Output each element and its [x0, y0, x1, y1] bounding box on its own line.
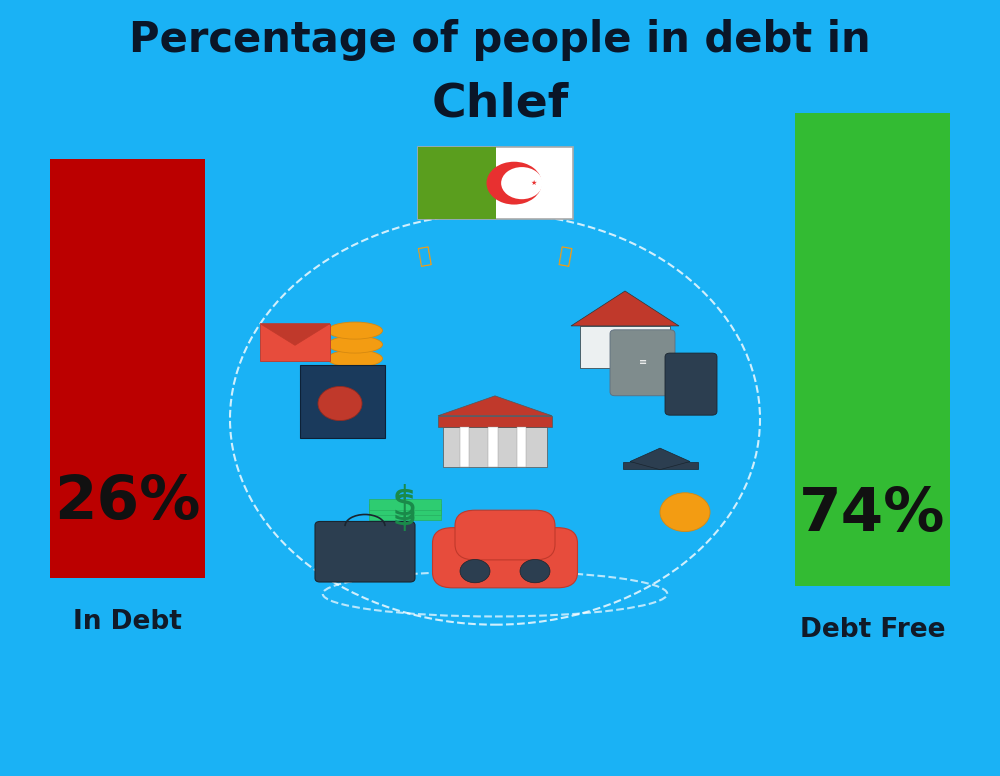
FancyBboxPatch shape [300, 365, 385, 438]
Ellipse shape [328, 322, 382, 339]
Ellipse shape [328, 350, 382, 367]
Polygon shape [630, 449, 690, 469]
FancyBboxPatch shape [369, 499, 441, 510]
Text: In Debt: In Debt [73, 609, 182, 636]
Text: ≡: ≡ [639, 358, 647, 367]
Bar [517, 427, 526, 467]
Ellipse shape [328, 336, 382, 353]
Text: 〜: 〜 [557, 245, 573, 267]
FancyBboxPatch shape [455, 511, 555, 560]
Polygon shape [438, 396, 552, 416]
Text: Debt Free: Debt Free [800, 617, 945, 643]
FancyBboxPatch shape [369, 504, 441, 515]
Wedge shape [486, 161, 542, 205]
Bar [443, 427, 547, 467]
Text: Chlef: Chlef [431, 81, 569, 126]
Text: 26%: 26% [54, 473, 201, 532]
Circle shape [520, 559, 550, 583]
FancyBboxPatch shape [315, 521, 415, 582]
Bar [488, 427, 498, 467]
Bar [460, 427, 469, 467]
Circle shape [460, 559, 490, 583]
Circle shape [660, 493, 710, 532]
Polygon shape [571, 291, 679, 326]
Ellipse shape [328, 364, 382, 381]
FancyBboxPatch shape [418, 147, 573, 219]
Bar [795, 113, 950, 586]
FancyBboxPatch shape [260, 324, 330, 361]
Bar [622, 462, 698, 469]
Text: 〜: 〜 [417, 245, 433, 267]
Text: Percentage of people in debt in: Percentage of people in debt in [129, 19, 871, 61]
FancyBboxPatch shape [665, 353, 717, 415]
Text: $: $ [392, 490, 418, 529]
Circle shape [318, 386, 362, 421]
Bar [50, 159, 205, 578]
Text: $: $ [392, 484, 418, 525]
FancyBboxPatch shape [610, 330, 675, 396]
Bar [438, 416, 552, 427]
Bar [580, 326, 670, 368]
FancyBboxPatch shape [418, 147, 496, 219]
Text: $: $ [392, 494, 418, 535]
Text: 74%: 74% [799, 485, 946, 545]
FancyBboxPatch shape [432, 528, 578, 588]
Circle shape [501, 167, 543, 199]
Text: ★: ★ [530, 180, 537, 186]
Polygon shape [260, 324, 330, 345]
FancyBboxPatch shape [369, 509, 441, 520]
